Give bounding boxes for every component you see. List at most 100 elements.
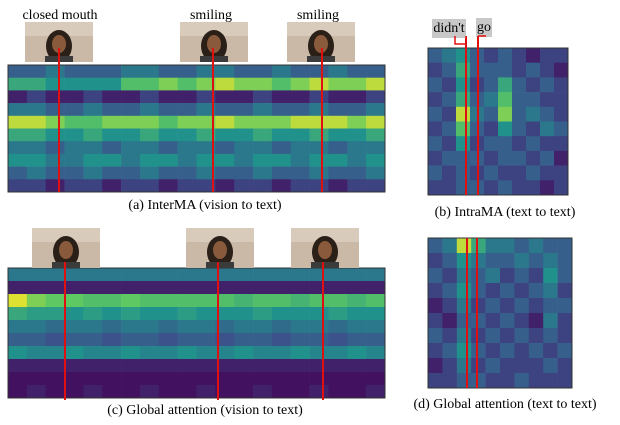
heatmap-cell — [215, 65, 234, 78]
heatmap-cell — [27, 307, 46, 320]
heatmap-cell — [159, 307, 178, 320]
heatmap-cell — [457, 298, 472, 313]
heatmap-cell — [498, 48, 512, 63]
heatmap-cell — [442, 328, 457, 343]
heatmap-cell — [558, 268, 573, 283]
heatmap-cell — [428, 107, 442, 122]
heatmap-cell — [291, 333, 310, 346]
heatmap-cell — [197, 359, 216, 372]
heatmap-cell — [65, 65, 84, 78]
heatmap-cell — [456, 151, 470, 166]
heatmap-cell — [291, 281, 310, 294]
heatmap-cell — [543, 283, 558, 298]
heatmap-cell — [347, 179, 366, 192]
heatmap-cell — [310, 281, 329, 294]
heatmap-cell — [234, 372, 253, 385]
heatmap-cell — [83, 129, 102, 142]
heatmap-cell — [102, 141, 121, 154]
heatmap-cell — [27, 90, 46, 103]
heatmap-cell — [543, 253, 558, 268]
label: closed mouth — [22, 8, 97, 23]
person-face — [318, 241, 332, 259]
heatmap-cell — [442, 283, 457, 298]
heatmap-cell — [347, 129, 366, 142]
heatmap-cell — [234, 154, 253, 167]
heatmap-cell — [46, 281, 65, 294]
heatmap-cell — [442, 63, 456, 78]
heatmap-cell — [159, 359, 178, 372]
heatmap-cell — [442, 107, 456, 122]
heatmap-cell — [46, 294, 65, 307]
heatmap-cell — [102, 129, 121, 142]
heatmap-cell — [558, 313, 573, 328]
heatmap-cell — [471, 373, 486, 388]
heatmap-cell — [272, 268, 291, 281]
heatmap-cell — [310, 103, 329, 116]
heatmap-cell — [554, 77, 568, 92]
heatmap-cell — [140, 385, 159, 398]
heatmap-cell — [102, 90, 121, 103]
heatmap-cell — [46, 320, 65, 333]
heatmap-cell — [366, 281, 385, 294]
heatmap-cell — [328, 385, 347, 398]
heatmap-cell — [140, 307, 159, 320]
heatmap-cell — [272, 281, 291, 294]
heatmap-cell — [234, 320, 253, 333]
heatmap-cell — [486, 358, 501, 373]
heatmap-cell — [540, 48, 554, 63]
heatmap-cell — [253, 333, 272, 346]
heatmap-cell — [428, 92, 442, 107]
heatmap-cell — [178, 333, 197, 346]
heatmap-cell — [457, 268, 472, 283]
heatmap-cell — [540, 107, 554, 122]
heatmap-cell — [291, 129, 310, 142]
heatmap-cell — [428, 238, 443, 253]
heatmap-cell — [253, 359, 272, 372]
heatmap-cell — [554, 63, 568, 78]
heatmap-cell — [310, 359, 329, 372]
heatmap-cell — [512, 151, 526, 166]
heatmap-cell — [540, 63, 554, 78]
heatmap-cell — [347, 65, 366, 78]
heatmap-cell — [428, 268, 443, 283]
heatmap-cell — [46, 333, 65, 346]
heatmap-cell — [484, 48, 498, 63]
heatmap-cell — [178, 385, 197, 398]
heatmap-cell — [178, 129, 197, 142]
token-arrow — [478, 36, 486, 44]
heatmap-cell — [291, 154, 310, 167]
heatmap-cell — [140, 154, 159, 167]
heatmap-cell — [8, 333, 27, 346]
heatmap-cell — [366, 78, 385, 91]
heatmap-cell — [558, 328, 573, 343]
heatmap-cell — [366, 333, 385, 346]
heatmap-cell — [484, 151, 498, 166]
heatmap-cell — [486, 343, 501, 358]
heatmap-cell — [442, 298, 457, 313]
heatmap-cell — [514, 238, 529, 253]
heatmap-cell — [178, 294, 197, 307]
heatmap-cell — [102, 103, 121, 116]
person-shirt — [311, 262, 339, 268]
heatmap-cell — [46, 268, 65, 281]
heatmap-cell — [500, 358, 515, 373]
heatmap-cell — [215, 129, 234, 142]
heatmap-cell — [27, 385, 46, 398]
heatmap-cell — [253, 307, 272, 320]
heatmap-cell — [328, 294, 347, 307]
heatmap-cell — [253, 294, 272, 307]
heatmap-cell — [486, 268, 501, 283]
heatmap-cell — [197, 268, 216, 281]
heatmap-cell — [159, 103, 178, 116]
heatmap-cell — [310, 333, 329, 346]
heatmap-cell — [366, 154, 385, 167]
heatmap-cell — [8, 320, 27, 333]
heatmap-cell — [498, 151, 512, 166]
heatmap-cell — [159, 320, 178, 333]
heatmap-cell — [178, 281, 197, 294]
heatmap-cell — [457, 313, 472, 328]
heatmap-cell — [140, 320, 159, 333]
heatmap-cell — [456, 77, 470, 92]
heatmap-cell — [140, 333, 159, 346]
heatmap-cell — [366, 346, 385, 359]
